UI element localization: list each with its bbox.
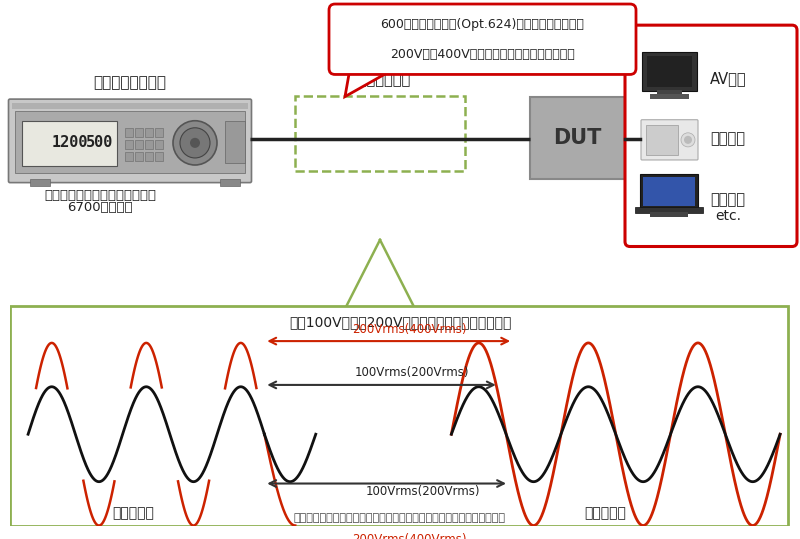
Circle shape [190, 138, 200, 148]
Bar [30, 179, 50, 186]
Bar [125, 152, 133, 161]
Bar [657, 89, 682, 94]
Text: ＊分かりやすいようにピーク値ではなく、実効値表記としております。: ＊分かりやすいようにピーク値ではなく、実効値表記としております。 [294, 513, 506, 523]
Bar [125, 140, 133, 149]
Bar [145, 152, 153, 161]
Bar [155, 140, 163, 149]
Bar [650, 94, 689, 99]
Bar [650, 212, 688, 217]
Text: 200Vrms(400Vrms): 200Vrms(400Vrms) [352, 533, 466, 539]
Bar [635, 208, 703, 213]
FancyBboxPatch shape [9, 99, 251, 183]
Bar [12, 102, 248, 109]
Text: 6700シリーズ: 6700シリーズ [67, 201, 133, 214]
Text: 白物家電: 白物家電 [710, 132, 745, 147]
Bar [135, 128, 143, 137]
Bar [220, 179, 240, 186]
FancyBboxPatch shape [625, 25, 797, 246]
Bar [225, 121, 245, 163]
Text: 600出力オプション(Opt.624)を追加することで、: 600出力オプション(Opt.624)を追加することで、 [381, 18, 585, 31]
FancyBboxPatch shape [329, 4, 636, 74]
Text: 200V系の400V倍電圧試験の実施が可能です。: 200V系の400V倍電圧試験の実施が可能です。 [390, 48, 575, 61]
Text: 100Vrms(200Vrms): 100Vrms(200Vrms) [355, 367, 470, 379]
Text: DUT: DUT [554, 128, 602, 148]
Bar [135, 140, 143, 149]
Bar [155, 128, 163, 137]
Text: 100Vrms(200Vrms): 100Vrms(200Vrms) [366, 485, 480, 499]
Bar [642, 52, 697, 91]
Bar [155, 152, 163, 161]
Circle shape [180, 128, 210, 158]
Text: 瞬時倍電圧: 瞬時倍電圧 [112, 506, 154, 520]
Bar [145, 128, 153, 137]
Text: 連続倍電圧: 連続倍電圧 [585, 506, 626, 520]
FancyBboxPatch shape [641, 120, 698, 160]
Text: 500: 500 [86, 135, 114, 150]
Polygon shape [345, 68, 395, 96]
Circle shape [684, 136, 692, 144]
Bar [295, 95, 465, 171]
Text: 例）100Vまたは200V入力における倍電圧試験電圧: 例）100Vまたは200V入力における倍電圧試験電圧 [289, 315, 511, 329]
Text: 倍電圧再現波形: 倍電圧再現波形 [350, 73, 410, 87]
Bar [640, 174, 698, 209]
Circle shape [173, 121, 217, 165]
Bar [530, 96, 625, 179]
Bar [135, 152, 143, 161]
Bar [646, 125, 678, 155]
Text: 200Vrms(400Vrms): 200Vrms(400Vrms) [352, 323, 466, 336]
Bar [647, 57, 692, 87]
Text: 入力電圧波形模擬: 入力電圧波形模擬 [94, 75, 166, 91]
Text: etc.: etc. [715, 209, 741, 223]
Bar [15, 110, 245, 173]
Bar [22, 121, 117, 166]
Text: 情報機器: 情報機器 [710, 192, 745, 207]
Text: AV機器: AV機器 [710, 71, 746, 86]
Circle shape [681, 133, 695, 147]
Bar [145, 140, 153, 149]
Bar [125, 128, 133, 137]
Text: プログラマブルリニア交流電源: プログラマブルリニア交流電源 [44, 189, 156, 202]
Text: 1200: 1200 [52, 135, 88, 150]
Bar [643, 177, 695, 206]
